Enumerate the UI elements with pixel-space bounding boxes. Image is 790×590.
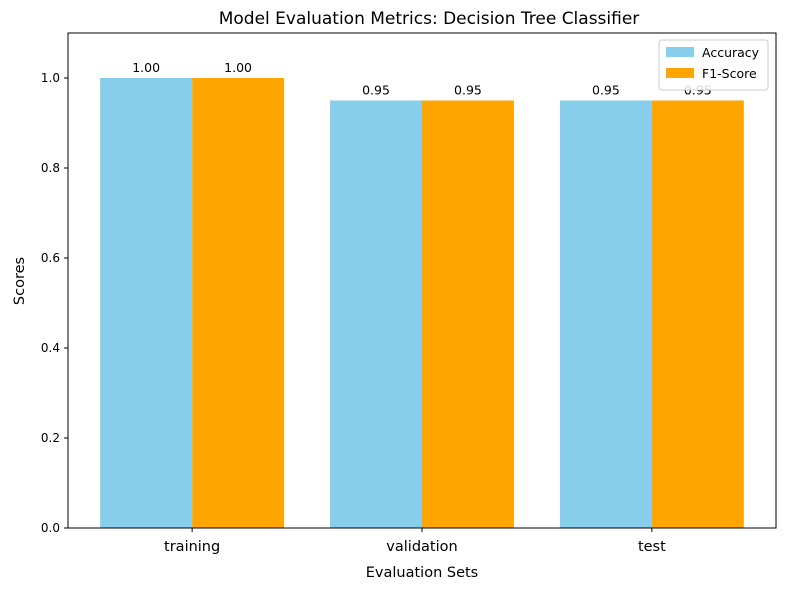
y-tick-label: 1.0 <box>41 71 60 85</box>
x-tick-label-validation: validation <box>386 539 457 555</box>
bars-group <box>100 78 744 528</box>
data-label-f1-score-validation: 0.95 <box>454 83 482 98</box>
bar-accuracy-test <box>559 100 652 528</box>
y-tick-label: 0.0 <box>41 521 60 535</box>
bar-f1-score-training <box>192 78 285 528</box>
legend-label-accuracy: Accuracy <box>702 45 760 60</box>
y-tick-label: 0.6 <box>41 251 60 265</box>
data-label-f1-score-training: 1.00 <box>224 60 252 75</box>
y-tick-label: 0.8 <box>41 161 60 175</box>
legend-label-f1-score: F1-Score <box>702 66 757 81</box>
y-tick-label: 0.4 <box>41 341 60 355</box>
data-label-accuracy-training: 1.00 <box>132 60 160 75</box>
legend-swatch-accuracy <box>666 47 694 57</box>
plot-frame <box>67 32 777 529</box>
x-tick-label-test: test <box>638 539 666 555</box>
legend: Accuracy F1-Score <box>658 39 769 91</box>
x-axis-label: Evaluation Sets <box>366 565 478 581</box>
x-axis-ticks: training validation test <box>164 528 666 555</box>
legend-swatch-f1-score <box>666 68 694 78</box>
y-axis-ticks: 0.0 0.2 0.4 0.6 0.8 1.0 <box>41 71 68 535</box>
chart-title: Model Evaluation Metrics: Decision Tree … <box>219 9 640 29</box>
x-tick-label-training: training <box>164 539 220 555</box>
bar-f1-score-test <box>651 100 744 528</box>
bar-f1-score-validation <box>422 100 514 528</box>
y-tick-label: 0.2 <box>41 431 60 445</box>
bar-accuracy-training <box>100 78 193 528</box>
data-label-accuracy-test: 0.95 <box>592 83 620 98</box>
bar-accuracy-validation <box>330 100 422 528</box>
data-label-accuracy-validation: 0.95 <box>362 83 390 98</box>
y-axis-label: Scores <box>12 257 28 305</box>
